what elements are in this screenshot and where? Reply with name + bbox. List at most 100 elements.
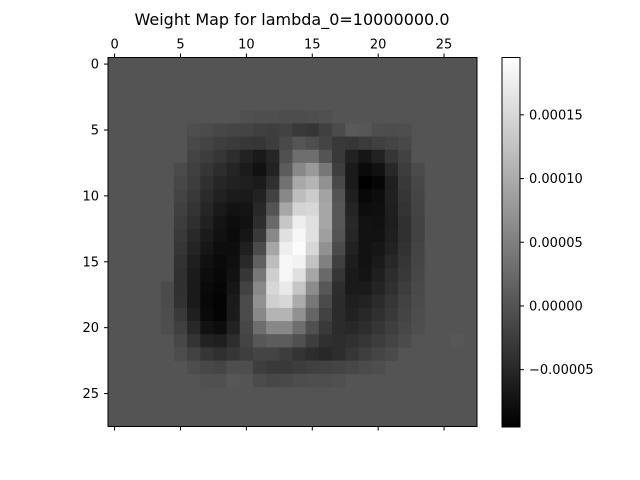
heatmap-cell — [200, 176, 214, 190]
heatmap-cell — [318, 149, 333, 164]
x-tick-label: 15 — [304, 38, 321, 53]
heatmap-cell — [332, 202, 346, 216]
heatmap-cell — [200, 123, 214, 137]
heatmap-cell — [279, 176, 293, 190]
heatmap-cell — [226, 334, 241, 348]
heatmap-cell — [226, 189, 241, 203]
heatmap-cell — [332, 373, 346, 388]
heatmap-cell — [173, 189, 188, 203]
heatmap-cell — [239, 360, 254, 375]
heatmap-cell — [239, 162, 254, 177]
heatmap-cell — [266, 360, 280, 375]
heatmap-cell — [371, 255, 386, 269]
heatmap-cell — [345, 202, 359, 216]
heatmap-cell — [345, 255, 359, 269]
heatmap-cell — [200, 202, 214, 216]
heatmap-cell — [305, 268, 320, 282]
heatmap-cell — [318, 242, 333, 256]
x-axis: 0 5 10 15 20 25 — [110, 38, 452, 431]
heatmap-cell — [226, 123, 241, 137]
heatmap-cell — [371, 268, 386, 282]
heatmap-cell — [384, 294, 399, 309]
heatmap-cell — [345, 321, 359, 335]
heatmap-cell — [397, 321, 412, 335]
heatmap-cell — [332, 162, 346, 177]
heatmap-cell — [266, 228, 280, 243]
heatmap-cell — [266, 255, 280, 269]
x-tick-label: 20 — [370, 38, 387, 53]
heatmap-cell — [187, 136, 201, 151]
heatmap-cell — [305, 347, 320, 361]
heatmap-cell — [411, 268, 425, 282]
heatmap-cell — [226, 136, 241, 151]
heatmap-cell — [292, 202, 307, 216]
heatmap-cell — [371, 149, 386, 164]
heatmap-cell — [187, 189, 201, 203]
heatmap-cell — [345, 307, 359, 322]
heatmap-cell — [173, 294, 188, 309]
heatmap-cell — [292, 162, 307, 177]
heatmap-cell — [332, 307, 346, 322]
heatmap-cell — [187, 347, 201, 361]
heatmap-cell — [200, 281, 214, 296]
heatmap-cell — [345, 268, 359, 282]
x-tick-label: 25 — [436, 38, 453, 53]
heatmap-cell — [187, 215, 201, 230]
heatmap-cell — [266, 123, 280, 137]
heatmap-cell — [411, 255, 425, 269]
heatmap-cell — [318, 334, 333, 348]
heatmap-cell — [318, 202, 333, 216]
heatmap-cell — [160, 294, 175, 309]
heatmap-cell — [239, 149, 254, 164]
heatmap-cell — [332, 360, 346, 375]
heatmap-cell — [252, 347, 267, 361]
heatmap-cell — [397, 202, 412, 216]
heatmap-cell — [318, 215, 333, 230]
heatmap-cell — [266, 347, 280, 361]
heatmap-cell — [160, 321, 175, 335]
heatmap-cell — [226, 281, 241, 296]
heatmap-cell — [252, 136, 267, 151]
heatmap-cell — [239, 228, 254, 243]
heatmap-cell — [305, 373, 320, 388]
heatmap-cell — [384, 281, 399, 296]
heatmap-cell — [397, 176, 412, 190]
heatmap-cell — [213, 123, 227, 137]
heatmap-cell — [305, 294, 320, 309]
heatmap-cell — [292, 149, 307, 164]
heatmap-cell — [384, 176, 399, 190]
heatmap-cell — [358, 202, 372, 216]
heatmap-cell — [397, 123, 412, 137]
heatmap-cell — [305, 176, 320, 190]
heatmap-cell — [213, 202, 227, 216]
heatmap-cell — [358, 307, 372, 322]
heatmap-cell — [358, 136, 372, 151]
heatmap-cell — [239, 307, 254, 322]
heatmap-cell — [279, 334, 293, 348]
heatmap-cell — [213, 189, 227, 203]
heatmap-cell — [252, 334, 267, 348]
heatmap-cell — [332, 176, 346, 190]
heatmap-cell — [292, 255, 307, 269]
x-tick-label: 10 — [238, 38, 255, 53]
heatmap-cell — [279, 268, 293, 282]
heatmap-cell — [213, 294, 227, 309]
heatmap-cell — [200, 268, 214, 282]
heatmap-cell — [266, 334, 280, 348]
heatmap-cell — [318, 360, 333, 375]
heatmap-cell — [266, 176, 280, 190]
heatmap-cell — [213, 255, 227, 269]
heatmap-cell — [213, 334, 227, 348]
heatmap-cell — [226, 255, 241, 269]
heatmap-cell — [318, 373, 333, 388]
heatmap-cell — [226, 360, 241, 375]
heatmap-cell — [266, 373, 280, 388]
heatmap-cell — [292, 110, 307, 124]
y-axis: 0 5 10 15 20 25 — [82, 58, 108, 402]
heatmap-cell — [266, 307, 280, 322]
heatmap-cell — [252, 176, 267, 190]
heatmap-cell — [213, 281, 227, 296]
heatmap-cell — [252, 268, 267, 282]
heatmap-cell — [397, 149, 412, 164]
